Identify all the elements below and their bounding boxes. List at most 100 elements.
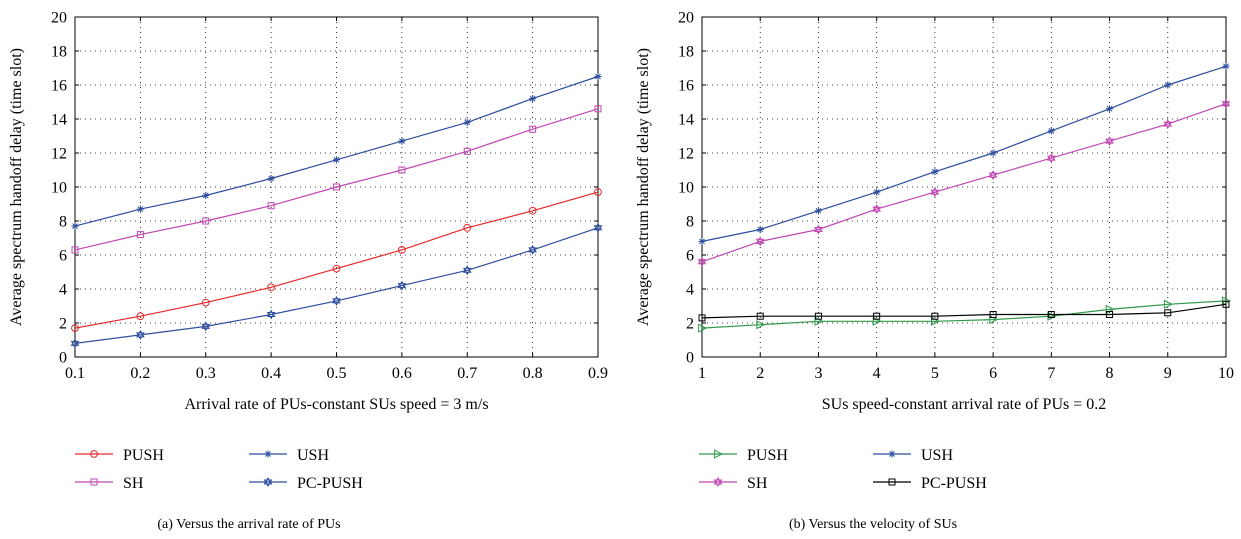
series-line <box>74 75 599 227</box>
marker-hexagram <box>1221 98 1231 109</box>
marker-square <box>888 478 896 486</box>
marker-triangle <box>1163 299 1173 309</box>
data-point <box>593 222 603 233</box>
legend-item: SH <box>75 475 144 492</box>
marker-square <box>756 312 764 320</box>
series-line <box>701 303 1227 319</box>
data-point <box>698 314 706 322</box>
y-tick-label: 8 <box>59 214 67 231</box>
y-tick-label: 14 <box>678 112 694 129</box>
marker-square <box>333 183 340 191</box>
marker-square <box>267 202 275 210</box>
marker-hexagram <box>593 222 603 233</box>
data-point <box>201 321 211 332</box>
series-line <box>701 103 1227 263</box>
data-point <box>989 311 997 318</box>
legend-marker <box>90 450 98 458</box>
marker-hexagram <box>201 321 211 332</box>
data-point <box>71 324 79 333</box>
marker-square <box>529 125 537 133</box>
series-pc-push <box>698 300 1230 322</box>
legend-item: USH <box>249 447 329 464</box>
marker-star <box>1105 105 1114 113</box>
y-tick-label: 18 <box>51 44 67 61</box>
marker-square <box>594 105 602 113</box>
x-tick-label: 0.6 <box>392 365 412 382</box>
legend: PUSH USH SH PC-PUSH <box>699 447 987 492</box>
legend-marker <box>263 476 273 488</box>
legend-label: PC-PUSH <box>297 475 363 492</box>
marker-square <box>202 217 210 225</box>
data-point <box>756 312 764 320</box>
y-tick-label: 2 <box>59 316 67 333</box>
data-point <box>463 118 471 126</box>
marker-star <box>814 207 823 215</box>
data-point <box>528 244 537 255</box>
marker-hexagram <box>332 295 341 306</box>
marker-star <box>398 137 406 145</box>
data-point <box>931 168 939 176</box>
data-point <box>398 137 406 145</box>
data-point <box>463 147 471 155</box>
data-point <box>594 105 602 113</box>
marker-star <box>698 237 706 245</box>
legend-item: PC-PUSH <box>873 475 987 492</box>
x-axis-label: Arrival rate of PUs-constant SUs speed =… <box>184 396 488 413</box>
x-tick-label: 0.8 <box>523 365 543 382</box>
marker-circle <box>463 223 472 232</box>
marker-hexagram <box>528 244 537 255</box>
marker-square <box>814 312 822 320</box>
legend: PUSH USH SH PC-PUSH <box>75 447 363 492</box>
data-point <box>755 236 765 247</box>
y-tick-label: 8 <box>686 214 694 231</box>
marker-hexagram <box>1105 136 1114 147</box>
y-tick-label: 4 <box>59 282 67 299</box>
series-line <box>74 227 599 344</box>
series-push <box>698 296 1232 333</box>
data-point <box>1105 136 1114 147</box>
y-tick-label: 0 <box>59 350 67 367</box>
chart-panel-a: 0.1 0.2 0.3 0.4 0.5 0.6 0.7 0.8 0.9 0 2 4 6 8 10 12 14 16… <box>8 10 608 533</box>
legend-marker <box>714 449 724 459</box>
marker-hexagram <box>988 170 998 181</box>
axis-ticks: 0.1 0.2 0.3 0.4 0.5 0.6 0.7 0.8 0.9 0 2 4 6 8 10 12 14 16… <box>51 10 608 383</box>
marker-square <box>90 478 98 486</box>
data-point <box>873 312 881 320</box>
data-point <box>814 224 823 235</box>
marker-star <box>529 95 537 103</box>
data-point <box>266 309 276 320</box>
marker-square <box>1106 311 1114 318</box>
series-sh <box>71 105 602 254</box>
data-point <box>1222 300 1230 308</box>
x-tick-label: 2 <box>756 365 764 382</box>
legend-label: USH <box>921 447 953 464</box>
data-point <box>1164 81 1172 89</box>
marker-triangle <box>698 323 708 333</box>
data-point <box>267 202 275 210</box>
marker-star <box>989 149 997 157</box>
data-point <box>71 246 79 254</box>
x-tick-label: 7 <box>1047 365 1055 382</box>
legend-label: PC-PUSH <box>921 475 987 492</box>
x-tick-label: 10 <box>1218 365 1234 382</box>
marker-circle <box>528 206 537 215</box>
marker-hexagram <box>930 187 940 198</box>
x-tick-label: 5 <box>931 365 939 382</box>
marker-hexagram <box>266 309 276 320</box>
marker-star <box>1164 81 1172 89</box>
marker-hexagram <box>397 280 407 291</box>
marker-circle <box>136 312 145 321</box>
legend-marker <box>713 476 723 488</box>
series-line <box>701 300 1227 329</box>
series-pc-push <box>70 222 603 349</box>
legend-item: PUSH <box>699 447 788 464</box>
marker-triangle <box>714 449 724 459</box>
data-point <box>873 188 881 196</box>
data-point <box>71 222 79 230</box>
data-point <box>397 246 406 254</box>
marker-circle <box>594 188 602 197</box>
figure-caption: (a) Versus the arrival rate of PUs <box>157 517 340 532</box>
data-point <box>136 231 144 239</box>
y-tick-label: 4 <box>686 282 694 299</box>
